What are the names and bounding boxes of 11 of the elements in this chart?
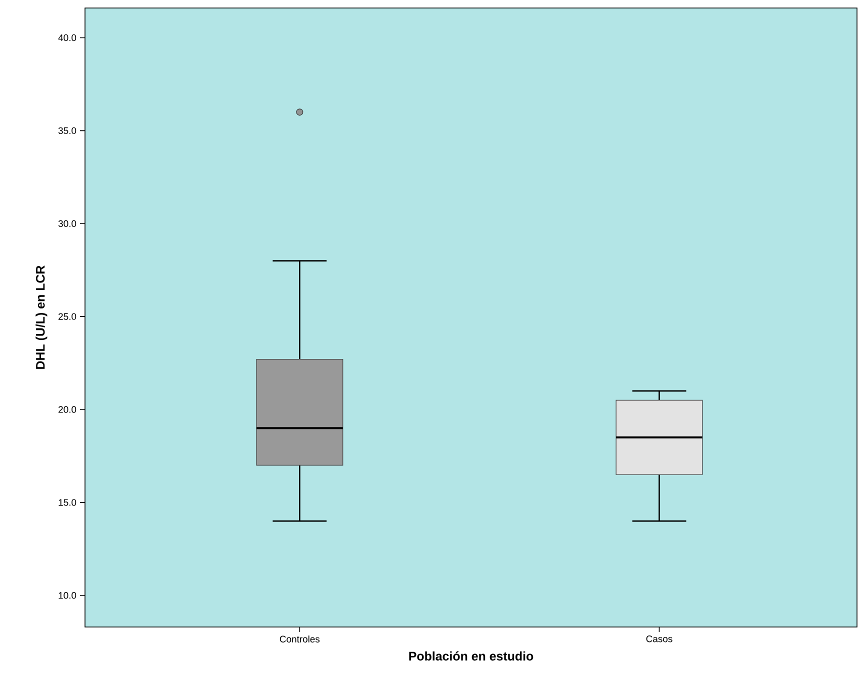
y-tick-label: 20.0 [58,406,76,413]
y-tick-label: 35.0 [58,127,76,134]
x-tick-label: Casos [646,636,672,642]
y-tick-label: 25.0 [58,313,76,320]
y-tick-label: 40.0 [58,34,76,42]
y-axis-title: DHL (U/L) en LCR [36,266,48,369]
y-tick-label: 10.0 [58,592,76,599]
x-axis-title: Población en estudio [409,651,534,661]
y-tick-label: 15.0 [58,499,76,506]
x-tick-label: Controles [280,636,320,642]
y-tick-label: 30.0 [58,220,76,227]
